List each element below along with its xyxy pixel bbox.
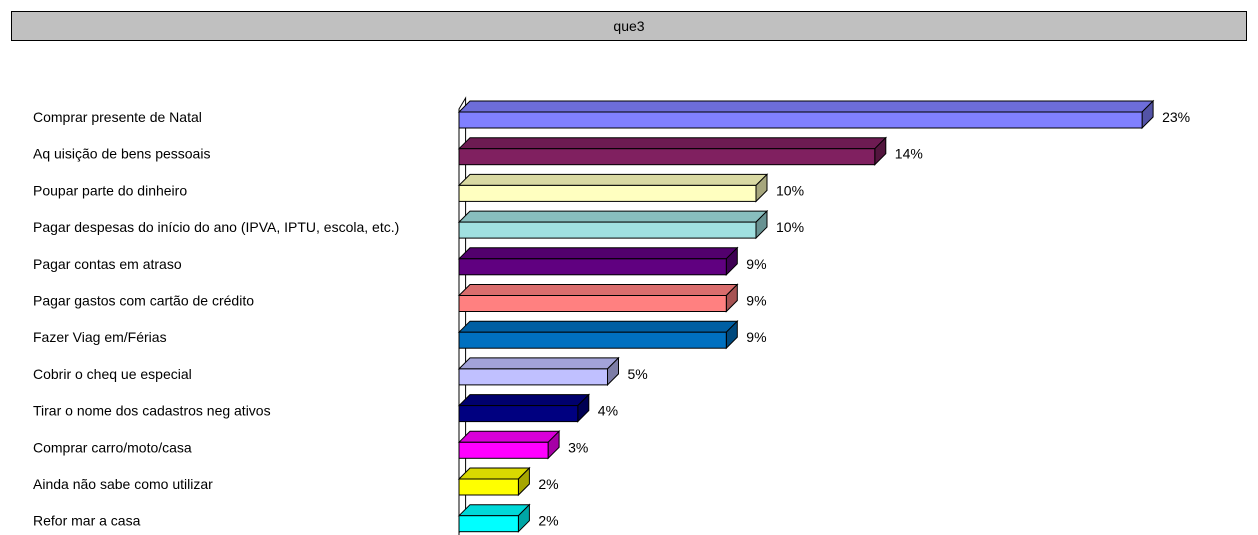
chart-title-bar: que3 bbox=[11, 11, 1247, 41]
bar bbox=[458, 111, 1143, 129]
bar-top bbox=[457, 430, 561, 443]
category-label: Pagar despesas do início do ano (IPVA, I… bbox=[33, 219, 399, 235]
bar-top bbox=[457, 504, 531, 517]
bar-top bbox=[457, 284, 739, 296]
bar-top bbox=[457, 467, 531, 480]
category-label: Refor mar a casa bbox=[33, 513, 141, 529]
bar-top bbox=[457, 394, 591, 407]
category-label: Pagar gastos com cartão de crédito bbox=[33, 293, 254, 309]
value-label: 3% bbox=[568, 439, 588, 455]
category-label: Tirar o nome dos cadastros neg ativos bbox=[33, 403, 271, 419]
value-label: 14% bbox=[895, 146, 923, 162]
bar-top bbox=[457, 320, 739, 333]
category-label: Aq uisição de bens pessoais bbox=[33, 146, 210, 162]
bar-top bbox=[457, 210, 769, 223]
bar-top bbox=[457, 357, 620, 370]
bar bbox=[458, 221, 757, 239]
value-label: 10% bbox=[776, 219, 804, 235]
bar bbox=[458, 331, 727, 349]
category-label: Comprar presente de Natal bbox=[33, 109, 202, 125]
value-label: 9% bbox=[746, 329, 766, 345]
value-label: 2% bbox=[538, 513, 558, 529]
category-label: Comprar carro/moto/casa bbox=[33, 439, 192, 455]
bar bbox=[458, 295, 727, 312]
bar-top bbox=[457, 173, 769, 186]
category-label: Cobrir o cheq ue especial bbox=[33, 366, 192, 382]
value-label: 4% bbox=[598, 403, 618, 419]
value-label: 23% bbox=[1162, 109, 1190, 125]
chart-title: que3 bbox=[613, 18, 645, 34]
category-label: Pagar contas em atraso bbox=[33, 256, 182, 272]
bar bbox=[458, 184, 757, 202]
bar bbox=[458, 441, 549, 459]
bar-top bbox=[457, 137, 888, 150]
value-label: 9% bbox=[746, 256, 766, 272]
bar bbox=[458, 148, 876, 166]
bar-top bbox=[457, 100, 1155, 113]
bar bbox=[458, 258, 727, 276]
category-label: Poupar parte do dinheiro bbox=[33, 182, 187, 198]
value-label: 5% bbox=[628, 366, 648, 382]
value-label: 2% bbox=[538, 476, 558, 492]
category-label: Ainda não sabe como utilizar bbox=[33, 476, 213, 492]
value-label: 9% bbox=[746, 293, 766, 309]
bar bbox=[458, 405, 579, 423]
bar bbox=[458, 368, 608, 386]
bar bbox=[458, 478, 519, 496]
bar-top bbox=[457, 247, 739, 260]
value-label: 10% bbox=[776, 182, 804, 198]
bar bbox=[458, 515, 519, 533]
category-label: Fazer Viag em/Férias bbox=[33, 329, 167, 345]
